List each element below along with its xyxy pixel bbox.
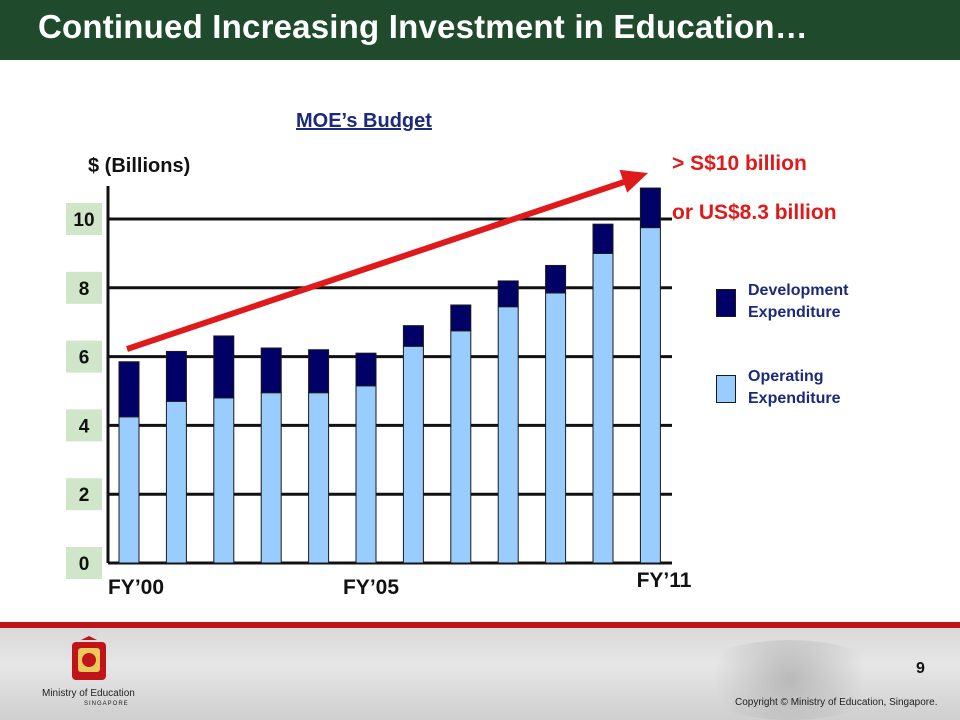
legend-swatch-operating (716, 375, 736, 403)
y-tick-label: 4 (79, 416, 90, 437)
slide-title: Continued Increasing Investment in Educa… (38, 8, 808, 45)
x-tick-label: FY’11 (637, 569, 692, 592)
footer-decoration (690, 640, 890, 720)
bar-development (639, 187, 661, 229)
chart-title: MOE’s Budget (296, 110, 432, 132)
bar-operating (545, 292, 567, 564)
bar-operating (355, 385, 377, 564)
x-tick-label: FY’00 (108, 576, 164, 599)
bar-development (308, 349, 330, 394)
budget-chart: 0 2 4 6 8 10 FY’00 FY’05 FY’11 (66, 169, 692, 599)
bar-development (402, 325, 424, 347)
y-tick-label: 6 (79, 348, 90, 369)
y-tick-label: 2 (79, 485, 90, 506)
bar-operating (639, 227, 661, 564)
copyright-text: Copyright © Ministry of Education, Singa… (735, 697, 938, 708)
bar-operating (213, 397, 235, 564)
bar-development (355, 352, 377, 387)
bar-development (213, 335, 235, 399)
bar-development (592, 223, 614, 254)
legend-item-development: Development Expenditure (716, 280, 898, 324)
bar-development (497, 280, 519, 308)
footer-divider (0, 622, 960, 628)
bar-operating (118, 416, 140, 564)
bar-development (165, 350, 187, 402)
legend-label-operating: Operating Expenditure (748, 368, 841, 407)
bar-development (545, 264, 567, 294)
logo-text: Ministry of Education (42, 688, 135, 699)
y-tick-box (66, 409, 102, 442)
bar-operating (402, 345, 424, 564)
y-axis-label: $ (Billions) (88, 155, 191, 177)
y-tick-label: 0 (79, 554, 90, 575)
legend-item-operating: Operating Expenditure (716, 366, 898, 410)
trend-arrow-line (126, 175, 637, 352)
y-tick-box (66, 203, 102, 235)
crest-icon (72, 636, 106, 680)
moe-logo: Ministry of Education SINGAPORE (40, 636, 150, 716)
x-tick-label: FY’05 (343, 576, 399, 599)
y-tick-label: 8 (79, 279, 90, 300)
annotation-sgd: > S$10 billion (672, 152, 807, 175)
trend-arrow-head (619, 169, 648, 193)
y-tick-box (66, 478, 102, 511)
logo-subtext: SINGAPORE (84, 701, 129, 707)
y-tick-box (66, 271, 102, 304)
bar-operating (497, 306, 519, 564)
y-tick-box (66, 547, 102, 579)
bar-operating (260, 392, 282, 564)
page-number: 9 (916, 660, 925, 677)
y-tick-box (66, 340, 102, 373)
bar-development (450, 304, 472, 332)
bar-development (118, 361, 140, 418)
y-tick-label: 10 (73, 210, 94, 231)
bar-operating (165, 400, 187, 564)
legend-label-development: Development Expenditure (748, 282, 849, 321)
bar-operating (450, 330, 472, 564)
bar-operating (308, 392, 330, 564)
bar-development (260, 347, 282, 394)
legend-swatch-development (716, 289, 736, 317)
bar-operating (592, 252, 614, 564)
title-bar: Continued Increasing Investment in Educa… (0, 0, 960, 60)
annotation-usd: or US$8.3 billion (672, 201, 837, 224)
